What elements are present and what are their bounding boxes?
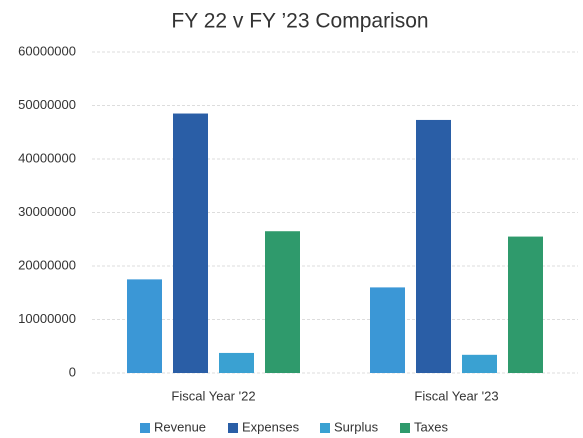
bar [416, 119, 451, 373]
y-tick-label: 20000000 [18, 257, 76, 272]
y-tick-label: 60000000 [18, 43, 76, 58]
bar [462, 354, 497, 373]
bar [127, 279, 162, 373]
bar [370, 287, 405, 373]
legend-label: Surplus [334, 419, 379, 434]
legend-swatch [320, 423, 330, 433]
legend-swatch [140, 423, 150, 433]
y-tick-label: 40000000 [18, 150, 76, 165]
legend-swatch [228, 423, 238, 433]
bar [265, 231, 300, 373]
legend-swatch [400, 423, 410, 433]
bar [508, 236, 543, 373]
x-tick-label: Fiscal Year '23 [414, 388, 498, 403]
chart-title: FY 22 v FY ’23 Comparison [171, 10, 428, 33]
y-tick-label: 10000000 [18, 311, 76, 326]
y-tick-label: 50000000 [18, 97, 76, 112]
legend-label: Revenue [154, 419, 206, 434]
y-tick-label: 0 [69, 364, 76, 379]
bar [173, 113, 208, 374]
legend-label: Taxes [414, 419, 448, 434]
x-tick-label: Fiscal Year '22 [171, 388, 255, 403]
legend-label: Expenses [242, 419, 300, 434]
y-tick-label: 30000000 [18, 204, 76, 219]
bar [219, 352, 254, 373]
